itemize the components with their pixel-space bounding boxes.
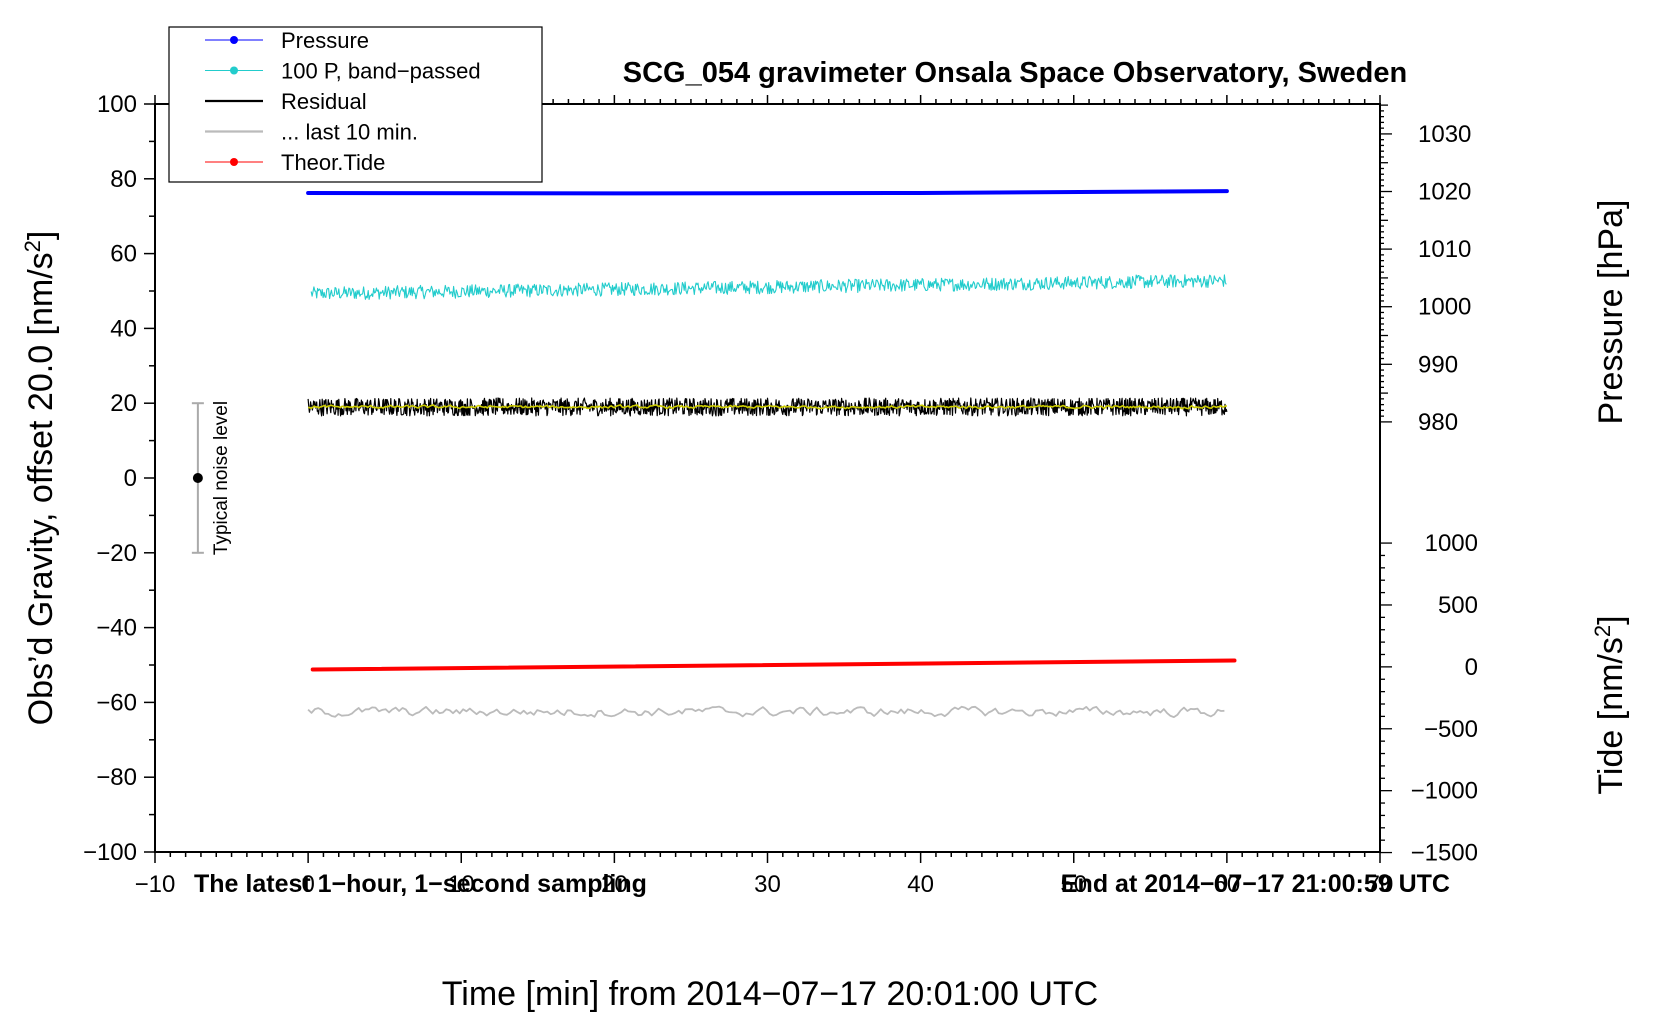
tide-tick-label: −1000 [1411,778,1478,805]
annotation-sampling: The latest 1−hour, 1−second sampling [194,870,647,898]
x-tick-label: 60 [1214,871,1241,898]
tide-tick-label: 1000 [1425,530,1478,557]
noise-bar-center [192,473,203,483]
tide-tick-label: −1500 [1411,840,1478,867]
pressure-tick-label: 1030 [1418,121,1471,148]
pressure-tick-label: 1010 [1418,236,1471,263]
axes-layer: −10 0 10 20 30 40 50 60 70100806040200−20−40−60−… [83,91,1478,898]
y-axis-title-gravity-sup: 2 [20,240,45,252]
y-tick-label: −60 [96,689,137,716]
x-tick-label: 0 [301,871,314,898]
pressure-tick-label: 990 [1418,351,1458,378]
pressure-tick-label: 1020 [1418,179,1471,206]
series-theor-tide [310,658,1237,672]
x-axis-title: Time [min] from 2014−07−17 20:01:00 UTC [442,975,1098,1013]
y-tick-label: 80 [110,166,137,193]
y-axis-title-tide-end: ] [1592,615,1630,624]
legend-label: Residual [281,89,367,114]
series-residual-smoothed [307,404,1227,410]
noise-level-label: Typical noise level [211,401,232,555]
x-tick-label: 10 [448,871,475,898]
y-tick-label: 40 [110,315,137,342]
y-axis-title-tide-main: Tide [nm/s [1592,637,1630,794]
annotation-end-time: End at 2014−07−17 21:00:59 UTC [1061,870,1450,898]
x-tick-label: −10 [135,871,176,898]
series-residual [307,397,1228,417]
x-tick-label: 70 [1367,871,1394,898]
legend: Pressure 100 P, band−passed Residual ... la… [168,26,543,183]
series-layer [306,189,1237,718]
y-axis-title-tide-sup: 2 [1590,625,1615,637]
y-axis-title-tide: Tide [nm/s2] [1590,615,1630,794]
series-pressure [306,189,1229,196]
y-tick-label: −100 [83,839,137,866]
legend-label: 100 P, band−passed [281,59,481,84]
x-tick-label: 50 [1060,871,1087,898]
chart-title: SCG_054 gravimeter Onsala Space Observat… [623,57,1407,89]
plot-frame [154,103,1381,853]
y-axis-title-gravity: Obs’d Gravity, offset 20.0 [nm/s2] [20,231,60,726]
series-last-10-min [307,705,1225,718]
x-tick-label: 30 [754,871,781,898]
legend-label: Pressure [281,28,369,53]
legend-label: Theor.Tide [281,150,385,175]
legend-marker [230,36,238,44]
y-tick-label: 100 [97,91,137,118]
y-axis-title-gravity-end: ] [22,231,60,240]
y-tick-label: 20 [110,390,137,417]
x-tick-label: 20 [601,871,628,898]
y-axis-title-gravity-main: Obs’d Gravity, offset 20.0 [nm/s [22,252,60,725]
y-tick-label: −80 [96,764,137,791]
tide-tick-label: 500 [1438,592,1478,619]
y-tick-label: 0 [124,465,137,492]
pressure-tick-label: 980 [1418,409,1458,436]
legend-label: ... last 10 min. [281,120,418,145]
y-tick-label: −20 [96,540,137,567]
legend-marker [230,158,238,166]
legend-box [168,26,543,183]
series-100-p-band-passed [310,274,1227,300]
tide-tick-label: −500 [1424,716,1478,743]
y-tick-label: 60 [110,241,137,268]
legend-marker [230,66,238,75]
y-tick-label: −40 [96,615,137,642]
noise-level-indicator: Typical noise level [191,401,232,555]
pressure-tick-label: 1000 [1418,294,1471,321]
y-axis-title-pressure: Pressure [hPa] [1592,200,1630,425]
tide-tick-label: 0 [1465,654,1478,681]
x-tick-label: 40 [907,871,934,898]
